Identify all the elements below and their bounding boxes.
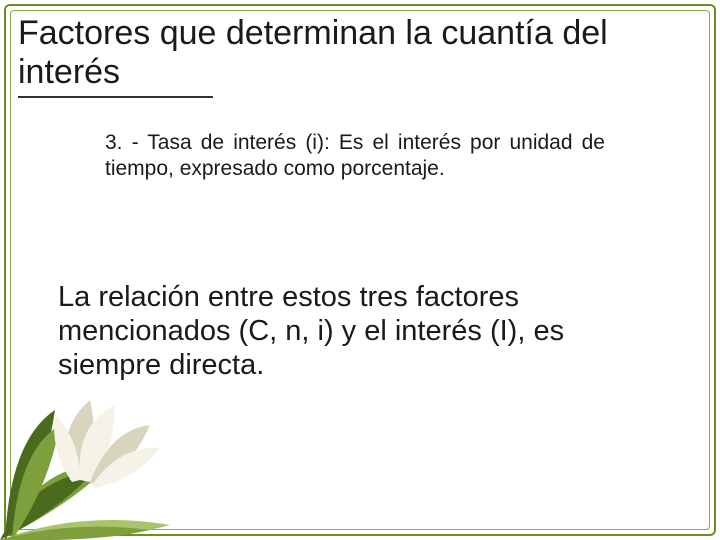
body-text-conclusion: La relación entre estos tres factores me…	[58, 280, 663, 383]
title-underline	[18, 96, 213, 98]
body-text-definition: 3. - Tasa de interés (i): Es el interés …	[105, 130, 605, 183]
slide-title: Factores que determinan la cuantía del i…	[18, 14, 658, 92]
slide: Factores que determinan la cuantía del i…	[0, 0, 720, 540]
